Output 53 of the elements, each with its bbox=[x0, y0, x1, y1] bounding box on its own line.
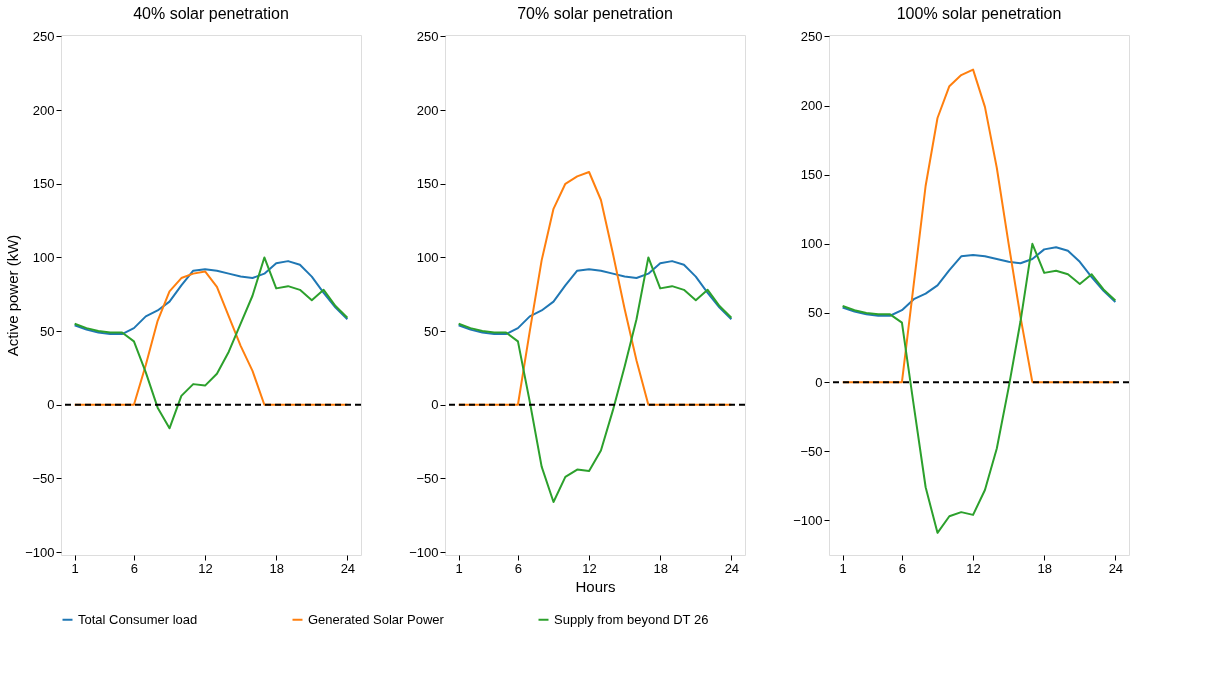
legend-label: Generated Solar Power bbox=[308, 611, 445, 627]
y-tick-label: 250 bbox=[800, 28, 823, 44]
x-tick-label: 18 bbox=[653, 560, 668, 576]
y-tick-label: 200 bbox=[800, 98, 823, 114]
y-tick-label: −100 bbox=[793, 512, 823, 528]
y-tick-label: −50 bbox=[416, 470, 439, 486]
line-series bbox=[73, 256, 349, 430]
line-series bbox=[457, 260, 733, 336]
x-tick-label: 12 bbox=[198, 560, 213, 576]
x-tick-label: 24 bbox=[724, 560, 740, 576]
y-tick-label: 100 bbox=[800, 236, 823, 252]
x-tick-label: 24 bbox=[1108, 560, 1124, 576]
x-tick-label: 6 bbox=[130, 560, 139, 576]
y-tick-label: 100 bbox=[32, 249, 55, 265]
line-series bbox=[841, 242, 1117, 534]
y-tick-label: 250 bbox=[32, 28, 55, 44]
y-tick-label: 200 bbox=[32, 102, 55, 118]
y-tick-label: 0 bbox=[47, 397, 55, 413]
chart-title: 100% solar penetration bbox=[896, 5, 1062, 23]
y-axis-title: Active power (kW) bbox=[4, 234, 22, 357]
line-series bbox=[457, 256, 733, 503]
y-tick-label: 200 bbox=[416, 102, 439, 118]
y-tick-label: 250 bbox=[416, 28, 439, 44]
chart-title: 70% solar penetration bbox=[517, 5, 673, 23]
y-tick-label: 50 bbox=[40, 323, 55, 339]
x-tick-label: 1 bbox=[455, 560, 463, 576]
x-tick-label: 18 bbox=[269, 560, 284, 576]
x-tick-label: 24 bbox=[340, 560, 356, 576]
y-tick-label: −50 bbox=[32, 470, 55, 486]
y-tick-label: 50 bbox=[424, 323, 439, 339]
x-tick-label: 18 bbox=[1037, 560, 1052, 576]
x-tick-label: 6 bbox=[514, 560, 523, 576]
x-tick-label: 12 bbox=[966, 560, 981, 576]
y-tick-label: 50 bbox=[808, 305, 823, 321]
y-tick-label: 0 bbox=[431, 397, 439, 413]
chart-title: 40% solar penetration bbox=[133, 5, 289, 23]
line-series bbox=[73, 260, 349, 336]
legend-label: Total Consumer load bbox=[78, 611, 198, 627]
x-tick-label: 1 bbox=[839, 560, 847, 576]
legend-label: Supply from beyond DT 26 bbox=[554, 611, 709, 627]
y-tick-label: −100 bbox=[409, 544, 439, 560]
y-tick-label: 150 bbox=[800, 167, 823, 183]
y-tick-label: 100 bbox=[416, 249, 439, 265]
y-tick-label: −50 bbox=[800, 443, 823, 459]
x-tick-label: 1 bbox=[71, 560, 79, 576]
y-tick-label: 150 bbox=[32, 176, 55, 192]
x-axis-title: Hours bbox=[575, 577, 616, 595]
y-tick-label: −100 bbox=[25, 544, 55, 560]
line-series bbox=[841, 246, 1117, 317]
x-tick-label: 6 bbox=[898, 560, 907, 576]
y-tick-label: 150 bbox=[416, 176, 439, 192]
y-tick-label: 0 bbox=[815, 374, 823, 390]
x-tick-label: 12 bbox=[582, 560, 597, 576]
